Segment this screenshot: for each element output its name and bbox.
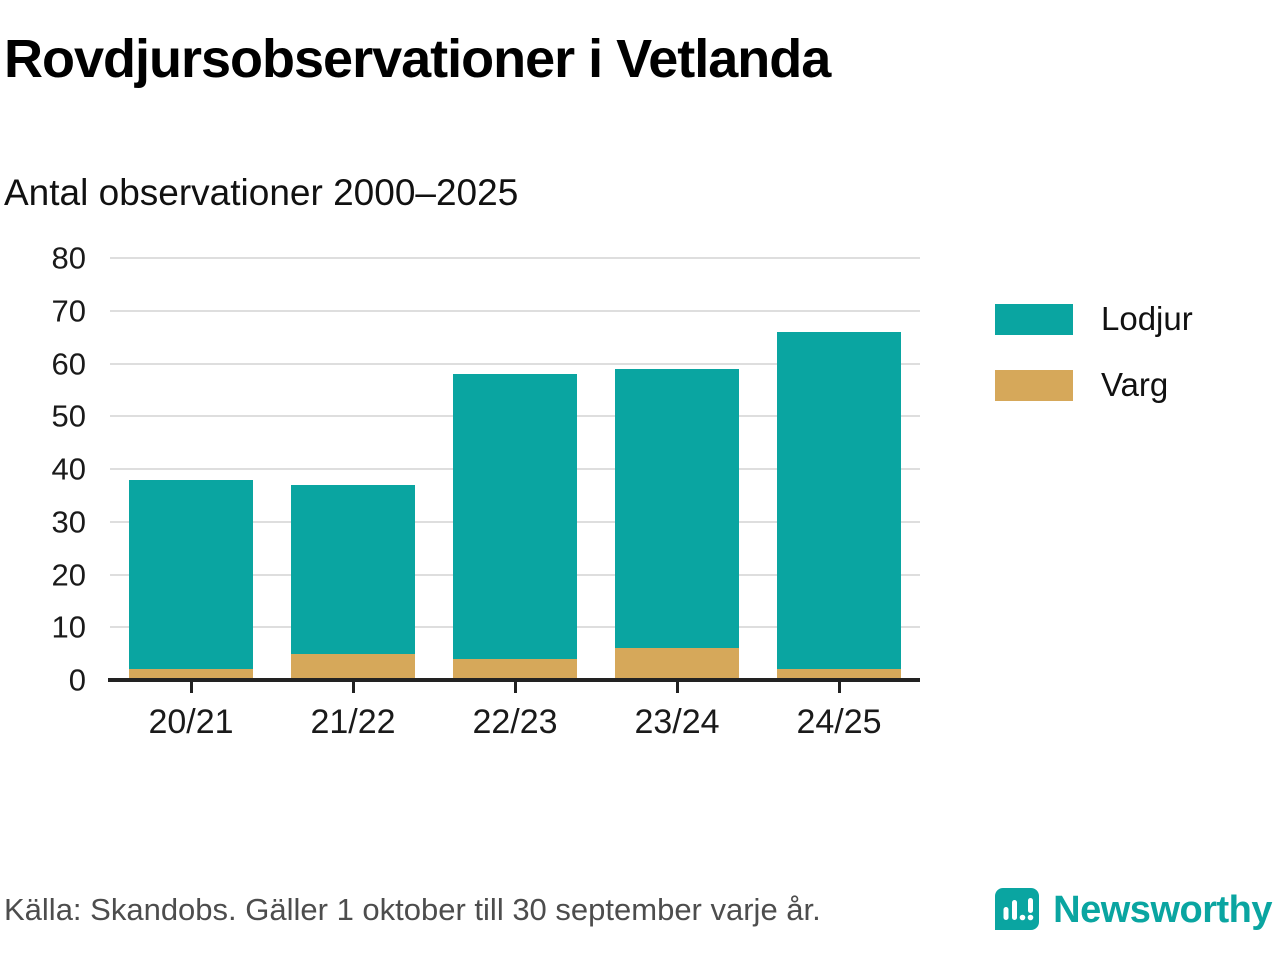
legend-swatch — [995, 369, 1073, 401]
x-tick-label: 20/21 — [148, 703, 234, 741]
bar-20-21 — [129, 258, 253, 680]
gridline — [110, 309, 920, 312]
bar-23-24 — [615, 258, 739, 680]
x-slot: 24/25 — [758, 682, 920, 742]
newsworthy-logo: Newsworthy — [993, 886, 1272, 934]
bar-slot — [434, 258, 596, 680]
legend-label: Lodjur — [1101, 300, 1193, 337]
bar-slot — [110, 258, 272, 680]
legend-label: Varg — [1101, 366, 1169, 403]
x-tick — [351, 682, 355, 693]
bar-segment-lodjur — [453, 374, 577, 659]
bar-segment-varg — [291, 653, 415, 680]
x-axis-line — [108, 678, 920, 682]
bar-21-22 — [291, 258, 415, 680]
x-tick — [837, 682, 841, 693]
bar-segment-varg — [615, 648, 739, 680]
y-tick-label: 30 — [51, 504, 86, 540]
newsworthy-wordmark: Newsworthy — [1053, 888, 1272, 931]
legend: Lodjur Varg — [995, 300, 1193, 404]
x-tick — [675, 682, 679, 693]
bar-segment-varg — [453, 658, 577, 680]
bar-24-25 — [777, 258, 901, 680]
gridline — [110, 257, 920, 259]
newsworthy-icon — [995, 888, 1040, 930]
x-slot: 22/23 — [434, 682, 596, 742]
bar-segment-varg — [129, 669, 253, 680]
x-axis-labels: 20/21 21/22 22/23 23/24 24/25 — [110, 682, 920, 742]
legend-swatch — [995, 303, 1073, 335]
bar-segment-lodjur — [615, 368, 739, 649]
x-tick-label: 21/22 — [310, 703, 396, 741]
x-tick — [189, 682, 193, 693]
bar-slot — [272, 258, 434, 680]
legend-item-lodjur: Lodjur — [995, 300, 1193, 338]
source-note: Källa: Skandobs. Gäller 1 oktober till 3… — [4, 892, 821, 927]
bar-segment-lodjur — [291, 484, 415, 654]
x-slot: 21/22 — [272, 682, 434, 742]
bar-segment-lodjur — [777, 331, 901, 670]
y-tick-label: 0 — [68, 662, 86, 698]
x-slot: 23/24 — [596, 682, 758, 742]
bar-segment-lodjur — [129, 479, 253, 670]
footer: Källa: Skandobs. Gäller 1 oktober till 3… — [4, 886, 1272, 934]
bar-slot — [758, 258, 920, 680]
y-tick-label: 10 — [51, 609, 86, 645]
y-tick-label: 70 — [51, 293, 86, 329]
bar-slot — [596, 258, 758, 680]
y-tick-label: 80 — [51, 240, 86, 276]
bar-22-23 — [453, 258, 577, 680]
x-tick-label: 22/23 — [472, 703, 558, 741]
y-tick-label: 40 — [51, 451, 86, 487]
y-tick-label: 50 — [51, 398, 86, 434]
chart-subtitle: Antal observationer 2000–2025 — [4, 172, 519, 213]
x-tick-label: 23/24 — [634, 703, 720, 741]
y-tick-label: 60 — [51, 346, 86, 381]
bar-segment-varg — [777, 669, 901, 680]
legend-item-varg: Varg — [995, 366, 1193, 404]
page-title: Rovdjursobservationer i Vetlanda — [4, 29, 831, 89]
x-tick-label: 24/25 — [796, 703, 882, 741]
bars — [110, 258, 920, 680]
x-tick — [513, 682, 517, 693]
x-slot: 20/21 — [110, 682, 272, 742]
gridline — [110, 362, 920, 365]
plot-area: 0 10 20 30 40 50 60 70 80 20/21 21/22 22/23 23/24 24… — [52, 243, 920, 741]
y-tick-label: 20 — [51, 557, 86, 592]
